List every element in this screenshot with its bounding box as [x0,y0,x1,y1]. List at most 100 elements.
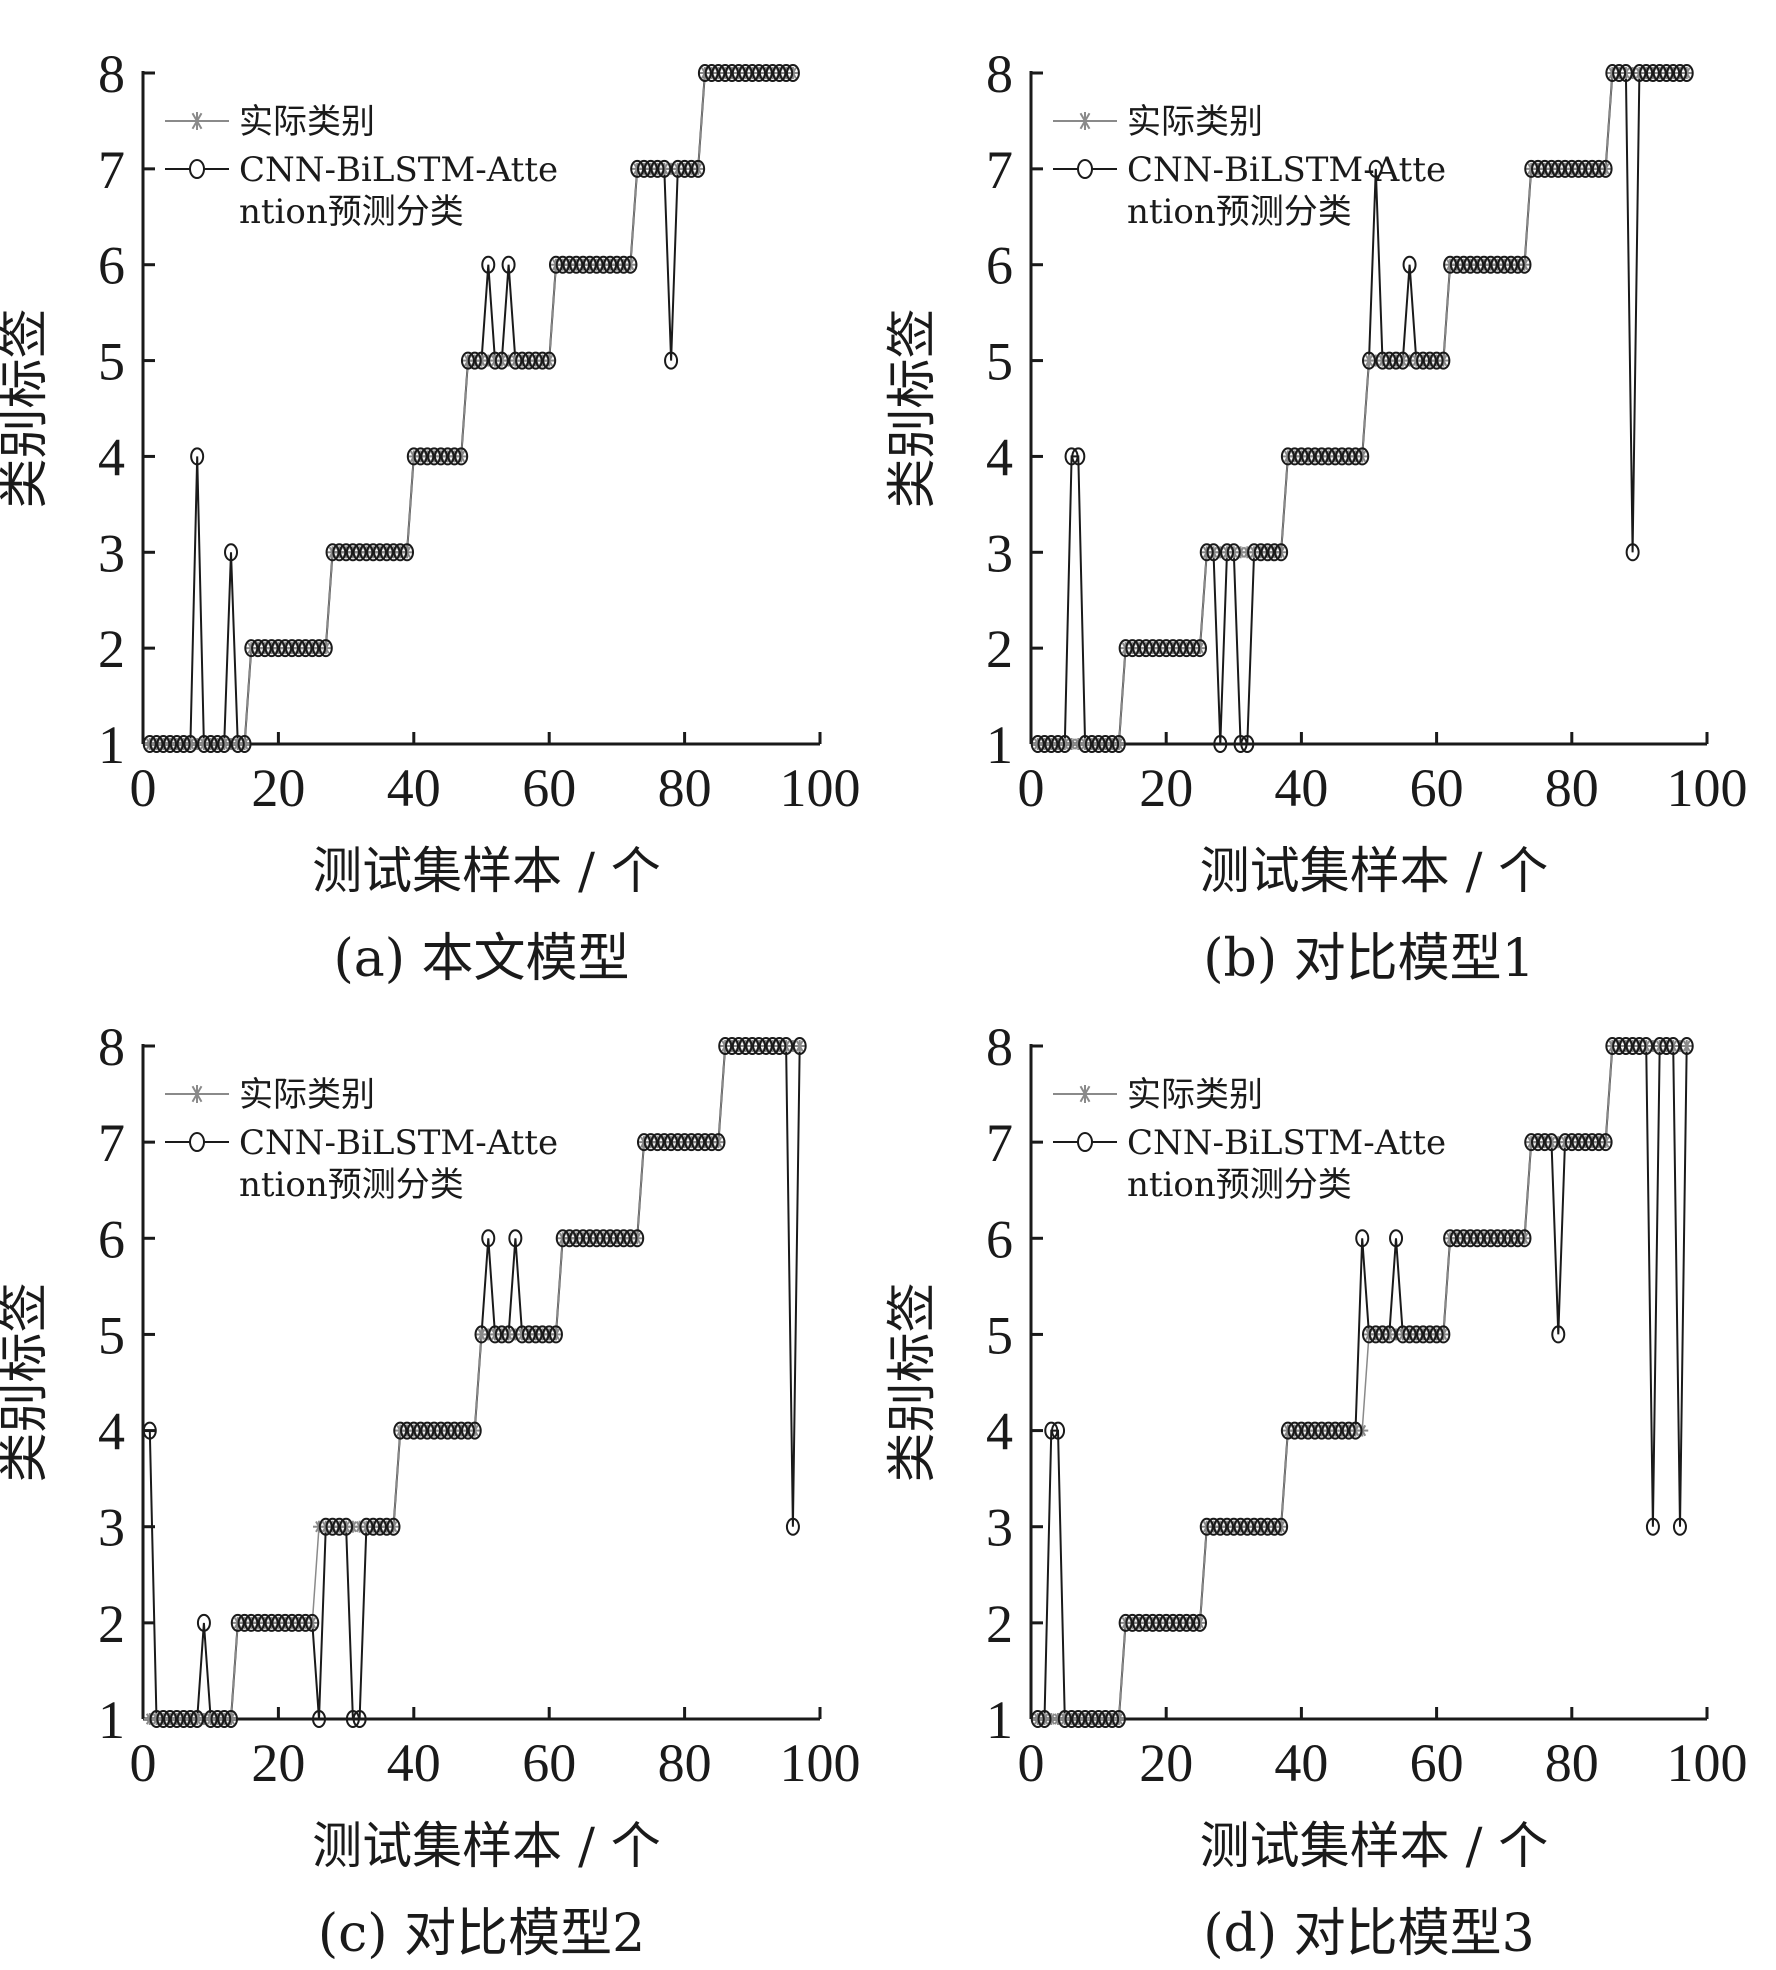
predicted-point [1314,1421,1329,1440]
y-tick-label: 3 [98,1498,125,1558]
predicted-point [1145,639,1160,658]
predicted-point [1247,543,1262,562]
predicted-point [704,1133,719,1152]
predicted-point [156,1710,171,1728]
legend-predicted-marker [189,159,205,179]
predicted-point [738,1037,753,1055]
x-tick-label: 20 [1139,758,1193,818]
predicted-point [203,1710,218,1728]
predicted-point [1679,1037,1694,1055]
predicted-point [1220,543,1235,562]
x-tick-label: 100 [1667,758,1748,818]
predicted-point [1564,1133,1579,1152]
legend-predicted-marker [1077,159,1093,179]
predicted-point [691,159,706,178]
predicted-point [1490,1229,1505,1248]
predicted-point [589,1229,604,1248]
predicted-point [454,447,469,466]
predicted-point [738,64,753,82]
predicted-point [1267,1517,1282,1536]
predicted-point [677,1133,692,1152]
x-tick-label: 40 [1274,1733,1328,1793]
predicted-point [1159,1613,1174,1632]
predicted-point [1389,351,1404,370]
predicted-point [1159,639,1174,658]
predicted-point [1057,1710,1072,1728]
predicted-point [636,1133,651,1152]
predicted-point [1470,255,1485,274]
predicted-point [339,543,354,562]
predicted-point [779,1037,794,1055]
predicted-point [1044,735,1059,753]
predicted-point [224,1710,239,1728]
predicted-point [1301,1421,1316,1440]
predicted-point [1632,1037,1647,1055]
y-tick-label: 8 [98,44,125,104]
predicted-point [1551,159,1566,178]
predicted-point [596,255,611,274]
predicted-point [758,1037,773,1055]
x-tick-label: 60 [1410,1733,1464,1793]
predicted-point [1165,639,1180,658]
predicted-point [1666,64,1681,82]
predicted-point [1612,1037,1627,1055]
y-tick-label: 3 [986,1498,1013,1558]
predicted-point [1084,735,1099,753]
predicted-point [555,255,570,274]
predicted-point [1051,735,1066,753]
predicted-point [623,1229,638,1248]
legend: 实际类别 CNN-BiLSTM-Atte ntion预测分类 [165,1075,558,1205]
predicted-point [650,159,665,178]
predicted-point [271,639,286,658]
legend-predicted-label-line1: CNN-BiLSTM-Atte [239,1123,558,1163]
predicted-point [1585,1133,1600,1152]
predicted-point [1402,1325,1417,1344]
predicted-point [1328,447,1343,466]
predicted-point [1301,447,1316,466]
predicted-point [535,351,550,370]
predicted-point [494,1325,509,1344]
x-tick-label: 60 [522,1733,576,1793]
predicted-point [1618,64,1633,82]
predicted-point [1138,1613,1153,1632]
x-tick-label: 0 [1018,1733,1045,1793]
predicted-point [1632,64,1647,82]
predicted-point [1402,255,1417,274]
predicted-point [1395,351,1410,370]
predicted-point [190,447,205,466]
predicted-point [582,1229,597,1248]
x-tick-label: 80 [658,758,712,818]
x-axis-title: 测试集样本 / 个 [312,842,661,900]
predicted-point [386,543,401,562]
predicted-point [149,735,164,753]
y-axis-title: 类别标签 [0,1283,53,1483]
predicted-point [772,64,787,82]
y-tick-label: 7 [98,1113,125,1173]
x-axis-title: 测试集样本 / 个 [1200,1817,1549,1875]
predicted-point [772,1037,787,1055]
actual-point [1680,1040,1693,1052]
predicted-point [1253,543,1268,562]
legend-actual-marker [188,112,206,130]
x-axis-title: 测试集样本 / 个 [1200,842,1549,900]
predicted-point [1429,351,1444,370]
predicted-point [1645,1517,1660,1536]
predicted-point [542,351,557,370]
predicted-point [196,735,211,753]
x-tick-label: 80 [1545,1733,1599,1793]
predicted-point [305,1613,320,1632]
predicted-point [203,735,218,753]
y-tick-label: 5 [98,1305,125,1365]
predicted-point [1307,447,1322,466]
predicted-point [1334,447,1349,466]
predicted-point [1240,735,1255,753]
predicted-point [697,1133,712,1152]
predicted-point [460,1421,475,1440]
predicted-point [535,1325,550,1344]
predicted-point [467,351,482,370]
predicted-point [1165,1613,1180,1632]
predicted-point [1382,1325,1397,1344]
predicted-point [1422,351,1437,370]
predicted-point [1105,1710,1120,1728]
